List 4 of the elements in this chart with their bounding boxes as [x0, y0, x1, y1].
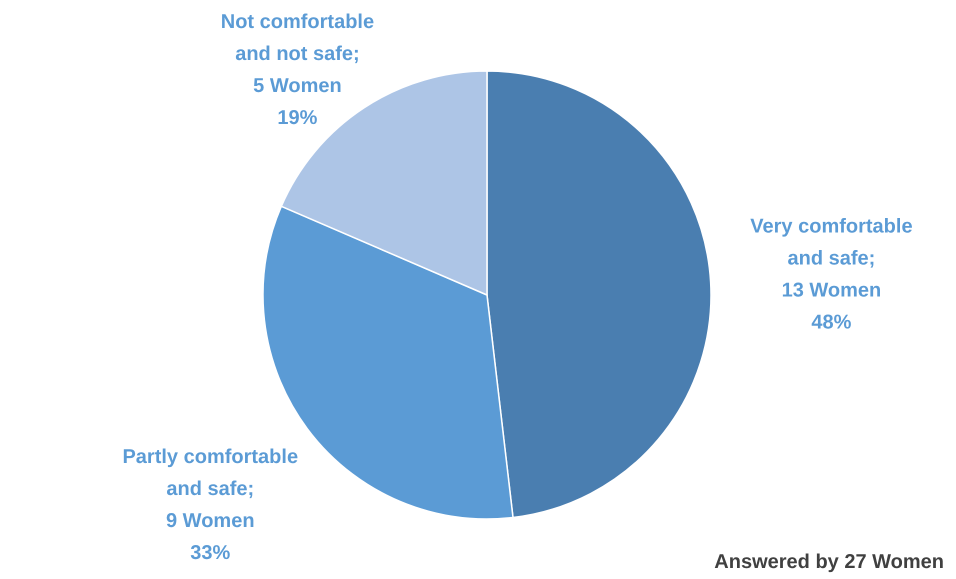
slice-label: Not comfortable and not safe; 5 Women 19%: [220, 11, 374, 129]
slice-label: Very comfortable and safe; 13 Women 48%: [750, 216, 913, 334]
slice-label: Partly comfortable and safe; 9 Women 33%: [122, 446, 298, 564]
text: Answered by 27 Women: [714, 551, 944, 573]
